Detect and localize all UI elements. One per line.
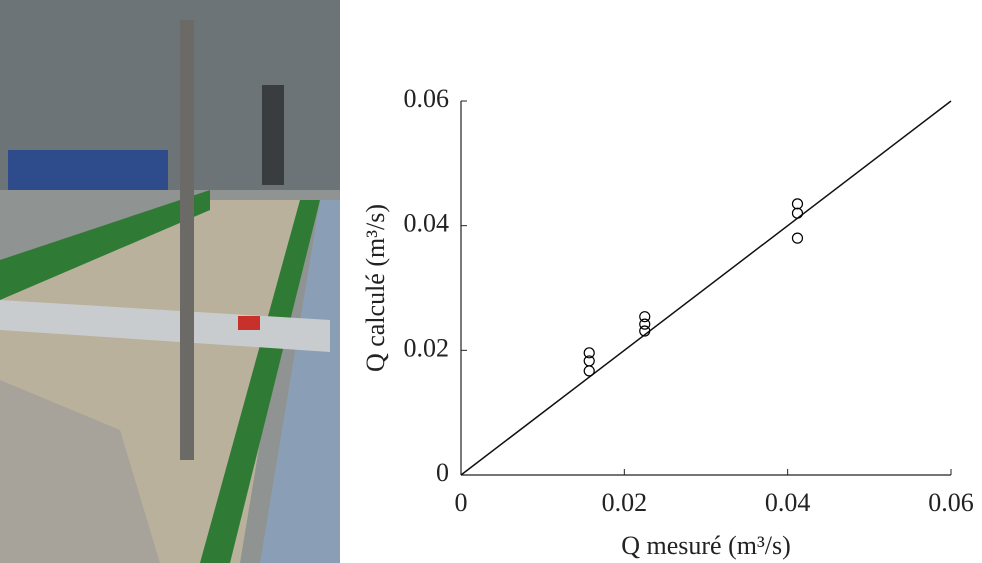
data-point <box>791 207 804 219</box>
x-tick-label: 0.02 <box>602 488 648 517</box>
data-point <box>791 232 804 244</box>
blue-rail <box>8 150 168 190</box>
reference-line <box>460 100 952 476</box>
y-tick-label: 0.06 <box>404 84 450 113</box>
gauge-rod <box>180 20 194 460</box>
data-point <box>791 198 804 210</box>
x-tick-label: 0 <box>455 488 468 517</box>
y-tick-label: 0.02 <box>404 333 450 362</box>
data-point <box>583 347 595 359</box>
y-axis-label: Q calculé (m³/s) <box>361 204 390 372</box>
drill <box>238 316 260 330</box>
photo <box>0 0 340 563</box>
data-point <box>639 325 651 337</box>
walkway <box>260 200 340 563</box>
data-point <box>639 311 651 323</box>
chart: Q mesuré (m³/s) Q calculé (m³/s) 0 0.02 0.… <box>361 84 974 560</box>
data-point <box>583 365 595 377</box>
y-tick-label: 0 <box>436 458 449 487</box>
y-tick-label: 0.04 <box>404 209 450 238</box>
pipe <box>262 85 284 185</box>
beam <box>0 300 330 352</box>
x-tick-label: 0.06 <box>928 488 974 517</box>
data-point <box>639 318 651 330</box>
gravel <box>0 380 160 563</box>
green-wall-right <box>200 200 320 563</box>
x-tick-label: 0.04 <box>765 488 811 517</box>
x-axis-label: Q mesuré (m³/s) <box>621 531 791 560</box>
green-wall-left <box>0 190 210 300</box>
